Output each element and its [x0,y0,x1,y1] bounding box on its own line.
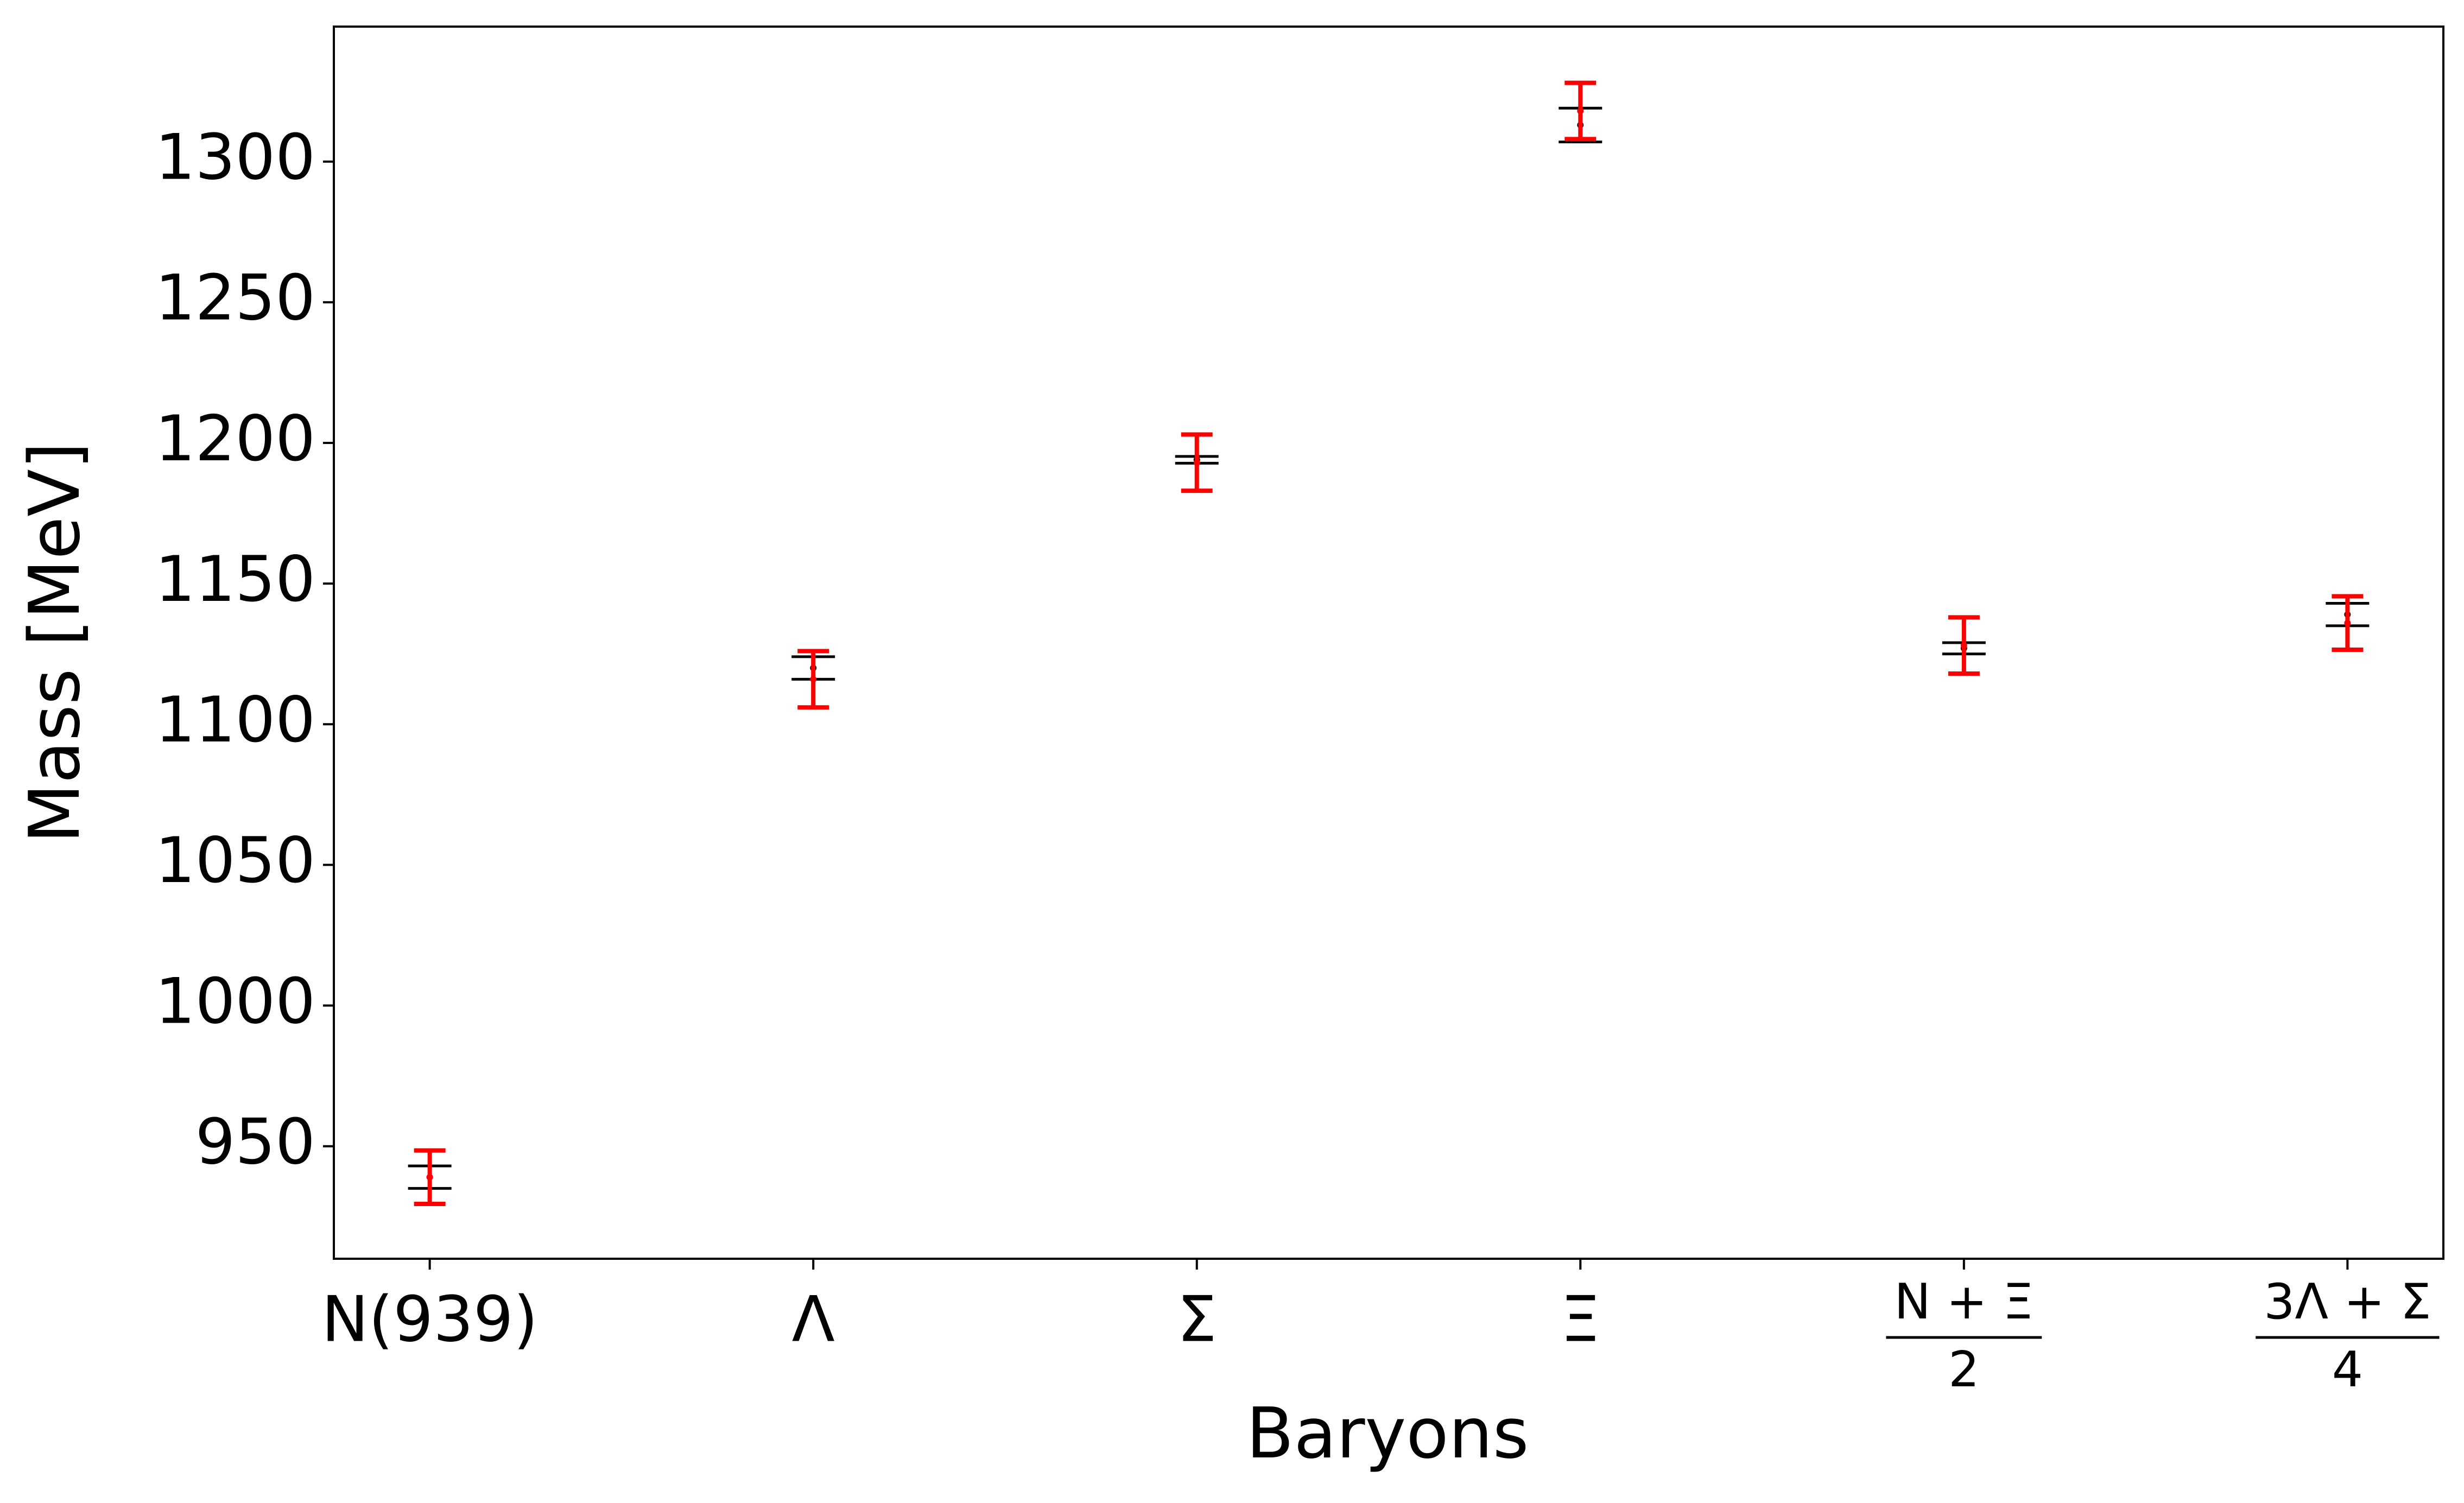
y-tick-label: 950 [195,1105,315,1178]
x-tick-label-numerator: N + Ξ [1894,1273,2034,1330]
plot-frame [333,26,2444,1260]
x-tick-label-denominator: 4 [2332,1341,2363,1398]
x-tick-label: Σ [1177,1283,1217,1356]
x-axis-label: Baryons [1246,1393,1529,1474]
y-tick-label: 1150 [155,543,315,616]
y-tick-label: 1050 [155,824,315,897]
y-tick-label: 1000 [155,965,315,1038]
x-tick-label: Ξ [1561,1283,1600,1356]
x-tick-label: N(939) [321,1283,538,1356]
data-point [2344,619,2351,626]
x-tick-label: Λ [792,1283,835,1356]
y-tick-label: 1300 [155,121,315,194]
y-tick-label: 1200 [155,402,315,475]
data-point [1960,642,1967,649]
data-point [810,676,817,683]
x-tick-label-numerator: 3Λ + Σ [2264,1273,2431,1330]
y-axis-label: Mass [MeV] [15,442,96,844]
data-point [426,1174,433,1181]
y-tick-label: 1250 [155,262,315,335]
x-tick-label-denominator: 2 [1948,1341,1979,1398]
y-tick-label: 1100 [155,683,315,757]
data-point [1193,459,1200,466]
data-point [1577,107,1584,115]
